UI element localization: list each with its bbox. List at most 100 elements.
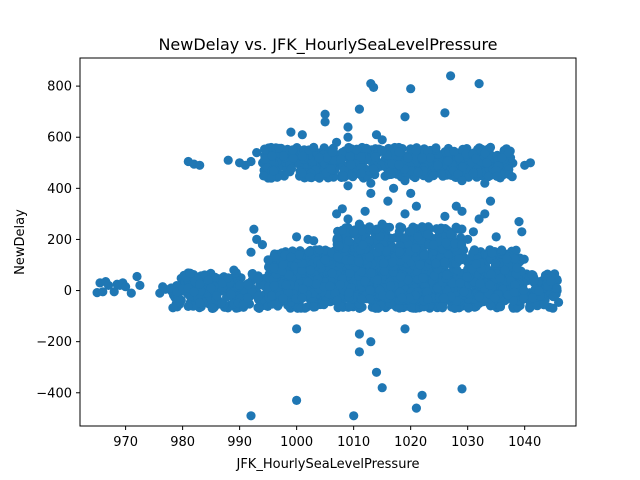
data-point-cluster-2 [447, 278, 458, 288]
data-point-cluster-4 [483, 171, 494, 182]
data-point-cluster-2 [311, 279, 321, 289]
data-point [343, 181, 353, 191]
data-point-cluster-2 [502, 254, 512, 264]
data-point-cluster-4 [356, 152, 366, 162]
data-point-cluster-1 [463, 303, 473, 313]
data-point-cluster-1 [207, 303, 217, 313]
data-point-cluster-2 [490, 293, 500, 303]
data-point [406, 188, 416, 198]
data-point-cluster-1 [371, 303, 381, 313]
data-point-cluster-3 [334, 241, 344, 251]
data-point [474, 79, 484, 89]
data-point-cluster-1 [345, 301, 355, 311]
chart-title: NewDelay vs. JFK_HourlySeaLevelPressure [158, 35, 497, 55]
data-point-cluster-3 [440, 257, 450, 267]
x-tick-label: 1040 [508, 435, 541, 450]
data-point [343, 214, 353, 224]
data-point-cluster-3 [405, 226, 415, 236]
data-point-cluster-2 [360, 276, 370, 286]
data-point [417, 153, 427, 163]
data-point-cluster-1 [195, 298, 205, 308]
data-point-cluster-4 [471, 153, 481, 164]
data-point [257, 240, 267, 250]
data-point [400, 112, 410, 122]
data-point-cluster-3 [387, 233, 397, 243]
data-point-cluster-2 [305, 265, 316, 275]
data-point-cluster-4 [297, 151, 307, 161]
data-point-cluster-2 [486, 269, 496, 279]
data-point-cluster-3 [333, 252, 343, 262]
data-point-cluster-4 [406, 166, 416, 176]
data-point-cluster-3 [454, 254, 464, 264]
data-point-cluster-4 [394, 160, 404, 170]
data-point-cluster-1 [168, 303, 178, 313]
data-point-cluster-4 [266, 173, 277, 183]
data-point [514, 217, 524, 227]
data-point-cluster-2 [281, 280, 291, 290]
data-point-cluster-2 [455, 278, 465, 288]
data-point-cluster-2 [283, 287, 293, 297]
plot-area-frame [79, 57, 577, 427]
data-point [446, 229, 456, 239]
data-point-cluster-2 [403, 275, 413, 285]
data-point [292, 395, 302, 405]
data-point-cluster-1 [548, 303, 558, 313]
data-point-cluster-2 [379, 266, 389, 276]
data-point-cluster-2 [423, 294, 433, 304]
y-tick-label: 0 [64, 284, 72, 299]
y-tick-label: −400 [36, 386, 72, 401]
data-point-cluster-2 [404, 293, 414, 303]
data-point [249, 224, 259, 234]
data-point-cluster-3 [450, 239, 460, 249]
data-point-cluster-4 [370, 152, 380, 162]
data-point-cluster-3 [375, 231, 385, 241]
data-point-cluster-2 [422, 287, 432, 297]
data-point [440, 211, 450, 221]
data-point-cluster-1 [216, 298, 227, 308]
data-point-cluster-2 [475, 278, 485, 289]
data-point-cluster-2 [294, 250, 304, 260]
data-point [446, 71, 456, 81]
data-point [314, 245, 324, 255]
data-point [406, 84, 416, 94]
data-point [411, 403, 421, 413]
data-point-cluster-3 [457, 240, 467, 250]
data-point-cluster-4 [503, 148, 513, 158]
data-point-cluster-4 [431, 143, 441, 153]
data-point-cluster-4 [352, 145, 362, 155]
data-point [235, 280, 245, 290]
data-point [434, 224, 444, 234]
data-point [485, 196, 496, 206]
data-point-cluster-3 [332, 233, 342, 244]
data-point [417, 390, 427, 400]
data-point [189, 287, 199, 297]
data-point [517, 227, 527, 237]
data-point-cluster-4 [369, 164, 379, 174]
data-point [417, 222, 427, 232]
data-point [252, 148, 262, 158]
data-point-cluster-2 [332, 295, 342, 306]
data-point-cluster-2 [439, 293, 449, 303]
y-axis-label: NewDelay [13, 209, 28, 275]
x-tick-label: 970 [113, 435, 138, 450]
data-point [400, 324, 410, 334]
data-point [246, 247, 256, 257]
data-point-cluster-2 [303, 277, 313, 287]
data-point-cluster-1 [495, 302, 506, 312]
data-point-cluster-2 [509, 287, 519, 297]
data-point-cluster-3 [364, 252, 375, 262]
y-tick-label: 400 [47, 182, 72, 197]
data-point-cluster-4 [305, 172, 315, 182]
data-point-cluster-4 [260, 154, 270, 164]
data-point-cluster-3 [379, 258, 389, 268]
data-point-cluster-4 [344, 142, 354, 153]
data-point-cluster-1 [226, 289, 236, 299]
data-point [389, 183, 399, 193]
data-point-cluster-2 [297, 265, 307, 275]
data-point [195, 160, 205, 170]
data-point-cluster-2 [357, 294, 367, 304]
data-point-cluster-2 [446, 291, 456, 302]
data-point-cluster-2 [297, 293, 307, 303]
data-point-cluster-1 [319, 300, 329, 310]
data-point-cluster-3 [374, 243, 385, 253]
